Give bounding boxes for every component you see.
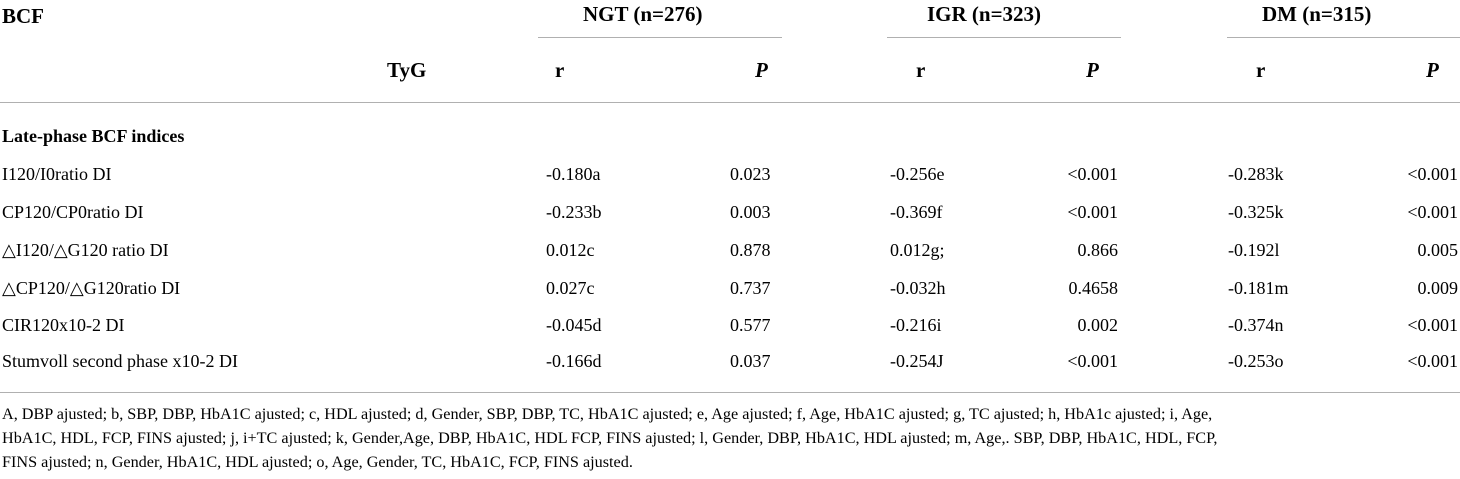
dm-r-value: -0.325k (1228, 202, 1284, 222)
ngt-p-value: 0.037 (730, 351, 771, 371)
dm-r-value: -0.283k (1228, 164, 1284, 184)
row-label: Stumvoll second phase x10-2 DI (2, 351, 238, 371)
ngt-p-header: P (755, 58, 768, 82)
ngt-r-value: -0.045d (546, 315, 602, 335)
igr-r-value: -0.216i (890, 315, 942, 335)
igr-r-value: -0.254J (890, 351, 944, 371)
footnote-line: HbA1C, HDL, FCP, FINS ajusted; j, i+TC a… (2, 429, 1218, 447)
igr-group-header: IGR (n=323) (927, 2, 1042, 26)
row-label: △CP120/△G120ratio DI (2, 278, 181, 298)
bcf-header: BCF (2, 4, 44, 28)
igr-r-header: r (916, 58, 926, 82)
ngt-r-value: -0.166d (546, 351, 602, 371)
igr-p-value: <0.001 (1067, 164, 1118, 184)
ngt-r-value: -0.180a (546, 164, 601, 184)
igr-p-value: <0.001 (1067, 202, 1118, 222)
dm-p-value: <0.001 (1407, 351, 1458, 371)
igr-p-value: <0.001 (1067, 351, 1118, 371)
ngt-r-value: 0.027c (546, 278, 595, 298)
ngt-r-value: -0.233b (546, 202, 602, 222)
igr-p-value: 0.866 (1077, 240, 1119, 260)
igr-r-value: -0.032h (890, 278, 946, 298)
dm-group-underline (1227, 37, 1460, 38)
dm-r-value: -0.374n (1228, 315, 1284, 335)
dm-group-header: DM (n=315) (1262, 2, 1372, 26)
row-label: CIR120x10-2 DI (2, 315, 125, 335)
footnote-line: A, DBP ajusted; b, SBP, DBP, HbA1C ajust… (2, 405, 1213, 423)
ngt-p-value: 0.737 (730, 278, 771, 298)
dm-r-value: -0.253o (1228, 351, 1284, 371)
section-title: Late-phase BCF indices (2, 126, 185, 146)
dm-p-value: <0.001 (1407, 315, 1458, 335)
igr-p-header: P (1086, 58, 1099, 82)
igr-r-value: -0.256e (890, 164, 945, 184)
igr-p-value: 0.4658 (1068, 278, 1119, 298)
footnotes: A, DBP ajusted; b, SBP, DBP, HbA1C ajust… (2, 402, 1460, 474)
igr-r-value: 0.012g; (890, 240, 945, 260)
dm-p-value: 0.005 (1417, 240, 1459, 260)
dm-p-value: <0.001 (1407, 164, 1458, 184)
ngt-p-value: 0.003 (730, 202, 771, 222)
row-label: I120/I0ratio DI (2, 164, 112, 184)
ngt-r-value: 0.012c (546, 240, 595, 260)
table-bottom-divider (0, 392, 1460, 393)
dm-r-header: r (1256, 58, 1266, 82)
dm-p-value: <0.001 (1407, 202, 1458, 222)
dm-p-value: 0.009 (1417, 278, 1459, 298)
dm-r-value: -0.181m (1228, 278, 1289, 298)
ngt-p-value: 0.577 (730, 315, 771, 335)
ngt-p-value: 0.023 (730, 164, 771, 184)
ngt-group-underline (538, 37, 782, 38)
dm-r-value: -0.192l (1228, 240, 1280, 260)
dm-p-header: P (1426, 58, 1439, 82)
igr-group-underline (887, 37, 1121, 38)
header-divider (0, 102, 1460, 103)
row-label: △I120/△G120 ratio DI (2, 240, 169, 260)
footnote-line: FINS ajusted; n, Gender, HbA1C, HDL ajus… (2, 453, 633, 471)
tyg-header: TyG (387, 58, 427, 82)
ngt-group-header: NGT (n=276) (583, 2, 703, 26)
igr-r-value: -0.369f (890, 202, 943, 222)
row-label: CP120/CP0ratio DI (2, 202, 144, 222)
ngt-r-header: r (555, 58, 565, 82)
ngt-p-value: 0.878 (730, 240, 771, 260)
igr-p-value: 0.002 (1077, 315, 1119, 335)
